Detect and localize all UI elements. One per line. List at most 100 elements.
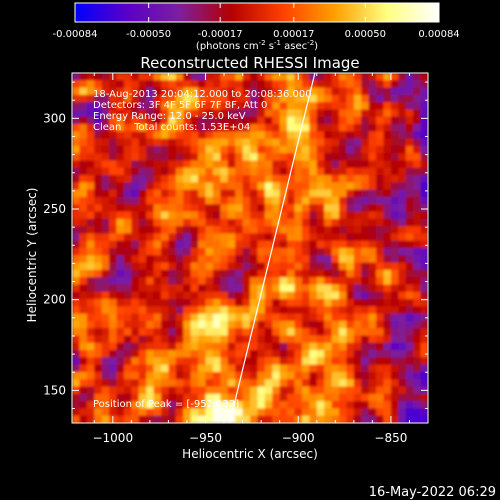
heatmap-cell [79,335,88,344]
heatmap-cell [72,109,81,118]
heatmap-cell [279,226,288,235]
heatmap-cell [242,364,251,373]
heatmap-cell [86,408,95,417]
heatmap-cell [383,160,392,169]
heatmap-cell [86,291,95,300]
heatmap-cell [405,94,414,103]
heatmap-cell [257,342,266,351]
heatmap-cell [86,393,95,402]
heatmap-cell [361,233,370,242]
heatmap-cell [420,102,428,111]
heatmap-cell [235,313,244,322]
heatmap-cell [183,182,192,191]
heatmap-cell [301,255,310,264]
heatmap-cell [339,401,348,410]
heatmap-cell [279,204,288,213]
heatmap-cell [161,299,170,307]
heatmap-cell [190,73,199,81]
heatmap-cell [220,160,229,169]
heatmap-cell [183,73,192,81]
heatmap-cell [123,189,132,198]
heatmap-cell [235,291,244,300]
heatmap-cell [264,284,273,293]
heatmap-cell [101,73,110,81]
heatmap-cell [331,218,340,227]
heatmap-cell [242,196,251,205]
heatmap-cell [361,342,370,351]
heatmap-cell [94,87,103,96]
heatmap-cell [339,138,348,147]
heatmap-cell [242,393,251,402]
heatmap-cell [220,80,229,89]
heatmap-cell [324,145,333,154]
heatmap-cell [257,320,266,329]
heatmap-cell [153,160,162,169]
heatmap-cell [205,102,214,111]
heatmap-cell [250,350,259,358]
heatmap-cell [420,284,428,293]
heatmap-cell [301,116,310,125]
heatmap-cell [175,342,184,351]
heatmap-cell [227,87,236,96]
heatmap-cell [227,342,236,351]
heatmap-cell [79,226,88,235]
heatmap-cell [86,379,95,388]
heatmap-cell [116,240,125,249]
heatmap-cell [287,284,296,293]
heatmap-cell [368,204,377,213]
heatmap-cell [79,401,88,410]
heatmap-cell [161,175,170,183]
heatmap-cell [94,255,103,264]
heatmap-cell [294,131,303,140]
heatmap-cell [86,109,95,118]
heatmap-cell [79,255,88,264]
heatmap-cell [220,102,229,111]
heatmap-cell [420,87,428,96]
heatmap-cell [257,371,266,380]
heatmap-cell [131,204,140,213]
heatmap-cell [138,124,147,132]
heatmap-cell [361,386,370,395]
heatmap-cell [138,291,147,300]
heatmap-cell [153,218,162,227]
heatmap-cell [301,145,310,154]
heatmap-cell [175,175,184,183]
heatmap-cell [198,160,207,169]
heatmap-cell [168,262,177,271]
heatmap-cell [153,350,162,358]
heatmap-cell [175,320,184,329]
heatmap-cell [116,182,125,191]
heatmap-cell [242,255,251,264]
heatmap-cell [353,299,362,307]
heatmap-cell [279,233,288,242]
heatmap-cell [212,160,221,169]
heatmap-cell [398,350,407,358]
heatmap-cell [153,248,162,256]
heatmap-cell [339,204,348,213]
heatmap-cell [353,328,362,337]
heatmap-cell [279,364,288,373]
heatmap-cell [190,182,199,191]
heatmap-cell [279,153,288,162]
heatmap-cell [279,131,288,140]
heatmap-cell [390,393,399,402]
heatmap-cell [235,73,244,81]
heatmap-cell [138,408,147,417]
heatmap-cell [205,393,214,402]
heatmap-cell [168,248,177,256]
heatmap-cell [368,357,377,366]
heatmap-cell [398,167,407,176]
heatmap-cell [368,335,377,344]
heatmap-cell [353,189,362,198]
heatmap-cell [324,401,333,410]
heatmap-cell [331,277,340,286]
heatmap-cell [109,109,118,118]
heatmap-cell [175,189,184,198]
heatmap-cell [301,277,310,286]
heatmap-cell [413,284,422,293]
heatmap-cell [353,175,362,183]
heatmap-cell [101,226,110,235]
heatmap-cell [153,94,162,103]
heatmap-cell [250,124,259,132]
heatmap-cell [212,291,221,300]
